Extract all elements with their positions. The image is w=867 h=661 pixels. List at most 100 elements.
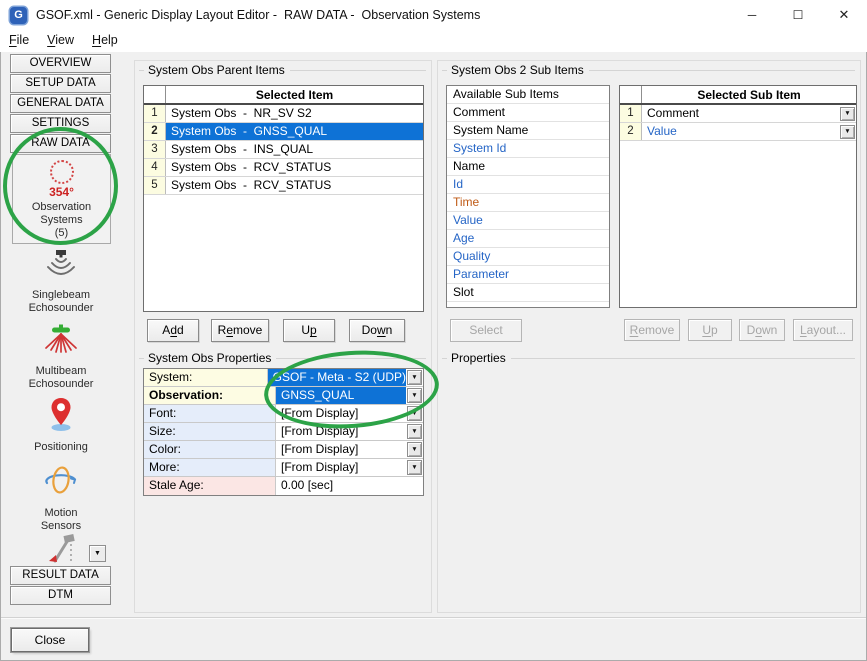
property-row: Stale Age: 0.00 [sec] [144,477,423,495]
list-item-value[interactable]: Value [447,212,609,230]
chevron-down-icon[interactable]: ▼ [407,460,422,475]
property-row: Font: [From Display] ▼ [144,405,423,423]
sub-items-panel: System Obs 2 Sub Items Available Sub Ite… [437,60,861,613]
row-number: 2 [144,123,166,140]
list-item-time[interactable]: Time [447,194,609,212]
selected-sub-item-table-header: Selected Sub Item [620,86,856,105]
table-row[interactable]: 2 System Obs - GNSS_QUAL [144,123,423,141]
chevron-down-icon[interactable]: ▼ [840,124,855,139]
down-button[interactable]: Down [349,319,405,342]
close-button[interactable]: Close [11,628,89,652]
sidebar-tab-dtm[interactable]: DTM [10,586,111,605]
table-row[interactable]: 3 System Obs - INS_QUAL [144,141,423,159]
property-row: Color: [From Display] ▼ [144,441,423,459]
property-value: [From Display] [281,406,359,420]
property-label: Stale Age: [144,477,276,495]
row-label: System Obs - RCV_STATUS [171,178,332,192]
property-row: Observation: GNSS_QUAL ▼ [144,387,423,405]
property-value-combo[interactable]: [From Display] ▼ [276,441,423,458]
list-item-parameter[interactable]: Parameter [447,266,609,284]
property-value-combo[interactable]: GSOF - Meta - S2 (UDP) ▼ [267,369,423,386]
section-title-sub-items: System Obs 2 Sub Items [442,63,855,77]
sidebar-item-observation-systems[interactable]: 354° Observation Systems (5) [12,154,111,244]
list-item-comment[interactable]: Comment [447,104,609,122]
remove-button[interactable]: Remove [211,319,269,342]
sidebar-item-label: Singlebeam Echosounder [28,289,94,314]
close-window-button[interactable]: ✕ [838,7,850,22]
property-value-combo[interactable]: [From Display] ▼ [276,405,423,422]
minimize-button[interactable]: ─ [747,8,757,22]
property-value-combo[interactable]: [From Display] ▼ [276,459,423,476]
property-label: Size: [144,423,276,440]
menu-bar: File View Help [0,30,867,52]
row-label: Comment ▼ [642,105,856,122]
menu-item-help[interactable]: Help [92,33,118,47]
table-row[interactable]: 5 System Obs - RCV_STATUS [144,177,423,195]
property-row: More: [From Display] ▼ [144,459,423,477]
add-button[interactable]: Add [147,319,199,342]
chevron-down-icon[interactable]: ▼ [840,106,855,121]
chevron-down-icon[interactable]: ▼ [407,370,422,385]
sidebar-item-positioning[interactable]: Positioning [10,394,112,454]
sidebar-item-multibeam-echosounder[interactable]: Multibeam Echosounder [10,324,112,391]
chevron-down-icon[interactable]: ▼ [407,388,422,403]
sidebar-tab-setup-data[interactable]: SETUP DATA [10,74,111,93]
property-value: GNSS_QUAL [276,387,406,404]
list-item-name[interactable]: Name [447,158,609,176]
list-item-slot[interactable]: Slot [447,284,609,302]
section-title-properties: Properties [442,351,855,365]
table-row[interactable]: 1 Comment ▼ [620,105,856,123]
up-button[interactable]: Up [283,319,335,342]
available-sub-items-header: Available Sub Items [447,86,609,104]
row-label: Value ▼ [642,123,856,140]
observation-label: Observation Systems (5) [31,201,92,239]
property-value: GSOF - Meta - S2 (UDP) [267,369,406,386]
table-row[interactable]: 4 System Obs - RCV_STATUS [144,159,423,177]
down-sub-button: Down [739,319,785,341]
chevron-down-icon[interactable]: ▼ [407,424,422,439]
table-row[interactable]: 1 System Obs - NR_SV S2 [144,105,423,123]
row-number: 5 [144,177,166,194]
list-item-age[interactable]: Age [447,230,609,248]
chevron-down-icon[interactable]: ▼ [407,406,422,421]
row-number: 2 [620,123,642,140]
sidebar-item-partial[interactable] [10,534,112,564]
section-title-obs-properties: System Obs Properties [139,351,426,365]
row-label: System Obs - NR_SV S2 [171,106,312,120]
sidebar-item-singlebeam-echosounder[interactable]: Singlebeam Echosounder [10,248,112,315]
table-row[interactable]: 2 Value ▼ [620,123,856,141]
sidebar-item-label: Motion Sensors [40,507,82,532]
obs-properties-table: System: GSOF - Meta - S2 (UDP) ▼ Observatio… [143,368,424,496]
sidebar-tab-overview[interactable]: OVERVIEW [10,54,111,73]
list-item-system-name[interactable]: System Name [447,122,609,140]
sidebar-tab-raw-data[interactable]: RAW DATA [10,134,111,153]
property-value-combo[interactable]: [From Display] ▼ [276,423,423,440]
section-title-parent-items: System Obs Parent Items [139,63,426,77]
observation-systems-icon [49,160,74,184]
menu-item-view[interactable]: View [47,33,75,47]
list-item-id[interactable]: Id [447,176,609,194]
positioning-icon [51,398,71,431]
property-value-combo[interactable]: 0.00 [sec] [276,477,423,495]
motion-sensors-icon [45,466,77,494]
singlebeam-echosounder-icon [47,250,75,275]
property-label: Observation: [144,387,276,404]
maximize-button[interactable]: ☐ [792,8,804,22]
sidebar-scroll-dropdown[interactable]: ▼ [89,545,106,562]
remove-sub-button: Remove [624,319,680,341]
select-button: Select [450,319,522,342]
property-label: More: [144,459,276,476]
sidebar-tab-settings[interactable]: SETTINGS [10,114,111,133]
sidebar-item-motion-sensors[interactable]: Motion Sensors [10,460,112,533]
list-item-quality[interactable]: Quality [447,248,609,266]
menu-item-file[interactable]: File [9,33,30,47]
property-value: [From Display] [281,460,359,474]
selected-sub-item-table: Selected Sub Item 1 Comment ▼ 2 Value ▼ [619,85,857,308]
sidebar-tab-result-data[interactable]: RESULT DATA [10,566,111,585]
list-item-system-id[interactable]: System Id [447,140,609,158]
property-value-combo[interactable]: GNSS_QUAL ▼ [276,387,423,404]
sidebar-tab-general-data[interactable]: GENERAL DATA [10,94,111,113]
chevron-down-icon[interactable]: ▼ [407,442,422,457]
